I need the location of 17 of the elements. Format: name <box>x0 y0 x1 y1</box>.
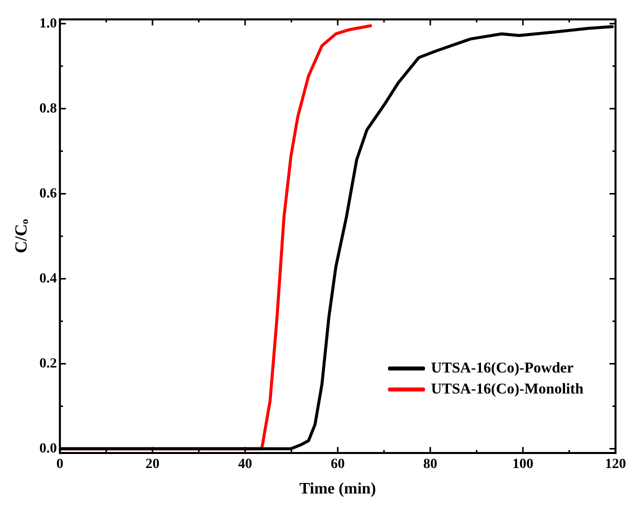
y-axis-title: C/Cₒ <box>12 219 31 254</box>
legend-label: UTSA-16(Co)-Powder <box>431 360 574 376</box>
x-tick-label: 120 <box>605 457 626 472</box>
y-tick-label: 0.8 <box>39 101 57 116</box>
y-tick-label: 1.0 <box>39 16 57 32</box>
y-tick-label: 0.6 <box>39 186 57 202</box>
y-tick-label: 0.2 <box>39 356 57 372</box>
x-tick-label: 60 <box>330 457 345 472</box>
x-tick-label: 20 <box>146 457 160 472</box>
x-tick-label: 0 <box>56 457 64 472</box>
x-tick-label: 40 <box>238 457 252 472</box>
x-axis-title: Time (min) <box>299 480 376 498</box>
x-tick-label: 80 <box>423 457 438 472</box>
y-tick-label: 0.0 <box>39 441 57 456</box>
y-tick-label: 0.4 <box>39 271 57 286</box>
x-tick-label: 100 <box>512 457 534 472</box>
legend-label: UTSA-16(Co)-Monolith <box>431 381 584 398</box>
